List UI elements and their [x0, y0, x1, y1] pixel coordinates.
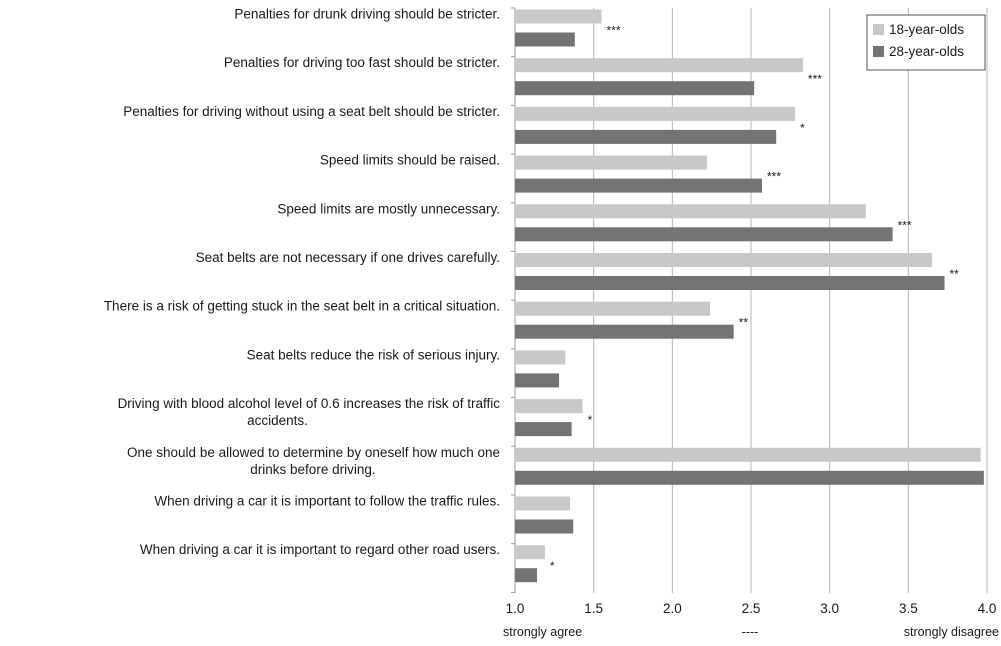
significance-marker: *: [550, 559, 555, 573]
legend-swatch: [873, 46, 884, 57]
category-label: Seat belts are not necessary if one driv…: [196, 250, 500, 265]
category-label: One should be allowed to determine by on…: [127, 445, 500, 460]
x-tick-label: 1.5: [584, 601, 603, 616]
bar-28-year-olds: [515, 81, 755, 96]
bar-28-year-olds: [515, 276, 945, 290]
bar-18-year-olds: [515, 253, 932, 267]
bar-18-year-olds: [515, 496, 571, 511]
significance-marker: ***: [808, 72, 822, 86]
category-label: Speed limits should be raised.: [320, 153, 500, 168]
x-tick-label: 2.5: [742, 601, 761, 616]
category-labels: Penalties for drunk driving should be st…: [104, 7, 500, 558]
legend-label: 18-year-olds: [889, 22, 964, 37]
bar-28-year-olds: [515, 373, 560, 388]
significance-markers: *******************: [550, 24, 959, 574]
bar-28-year-olds: [515, 324, 734, 339]
bar-28-year-olds: [515, 227, 893, 242]
x-axis: 1.0 1.5 2.0 2.5 3.0 3.5 4.0 strongly agree ---- s…: [503, 601, 999, 639]
bar-18-year-olds: [515, 447, 981, 462]
bars: [515, 9, 984, 583]
bar-18-year-olds: [515, 58, 803, 73]
significance-marker: ***: [898, 218, 912, 232]
significance-marker: ***: [607, 24, 621, 38]
category-label: Penalties for driving too fast should be…: [224, 55, 500, 70]
category-label: Penalties for drunk driving should be st…: [234, 7, 500, 22]
bar-18-year-olds: [515, 301, 711, 316]
category-label: There is a risk of getting stuck in the …: [104, 299, 500, 314]
legend-box: [866, 14, 986, 71]
bar-28-year-olds: [515, 178, 763, 193]
category-label: Penalties for driving without using a se…: [123, 104, 500, 119]
x-tick-label: 1.0: [506, 601, 525, 616]
bar-18-year-olds: [515, 204, 866, 219]
significance-marker: **: [739, 316, 749, 330]
bar-28-year-olds: [515, 32, 575, 47]
legend-label: 28-year-olds: [889, 44, 964, 59]
category-label: Driving with blood alcohol level of 0.6 …: [118, 396, 501, 411]
bar-18-year-olds: [515, 399, 583, 414]
bar-28-year-olds: [515, 470, 984, 485]
bar-28-year-olds: [515, 422, 572, 437]
category-label: When driving a car it is important to fo…: [154, 494, 500, 509]
bar-28-year-olds: [515, 129, 777, 144]
significance-marker: **: [950, 267, 960, 281]
significance-marker: *: [588, 413, 593, 427]
bar-18-year-olds: [515, 106, 796, 121]
category-label: Seat belts reduce the risk of serious in…: [247, 347, 500, 362]
x-sublabel-center: ----: [742, 625, 759, 639]
grid-lines: [511, 7, 988, 593]
bar-28-year-olds: [515, 519, 574, 534]
bar-18-year-olds: [515, 9, 602, 24]
x-sublabel-right: strongly disagree: [904, 625, 999, 639]
bar-18-year-olds: [515, 545, 545, 560]
bar-18-year-olds: [515, 155, 707, 170]
significance-marker: *: [800, 121, 805, 135]
bar-28-year-olds: [515, 568, 538, 583]
bar-18-year-olds: [515, 350, 566, 365]
x-tick-label: 3.0: [820, 601, 839, 616]
x-sublabel-left: strongly agree: [503, 625, 582, 639]
category-label: accidents.: [247, 413, 308, 428]
legend: 18-year-olds 28-year-olds: [866, 14, 986, 71]
category-label: When driving a car it is important to re…: [140, 542, 500, 557]
x-tick-label: 3.5: [899, 601, 918, 616]
category-label: Speed limits are mostly unnecessary.: [277, 201, 500, 216]
x-tick-label: 4.0: [978, 601, 997, 616]
category-label: drinks before driving.: [250, 462, 375, 477]
significance-marker: ***: [767, 170, 781, 184]
legend-swatch: [873, 24, 884, 35]
x-tick-label: 2.0: [663, 601, 682, 616]
